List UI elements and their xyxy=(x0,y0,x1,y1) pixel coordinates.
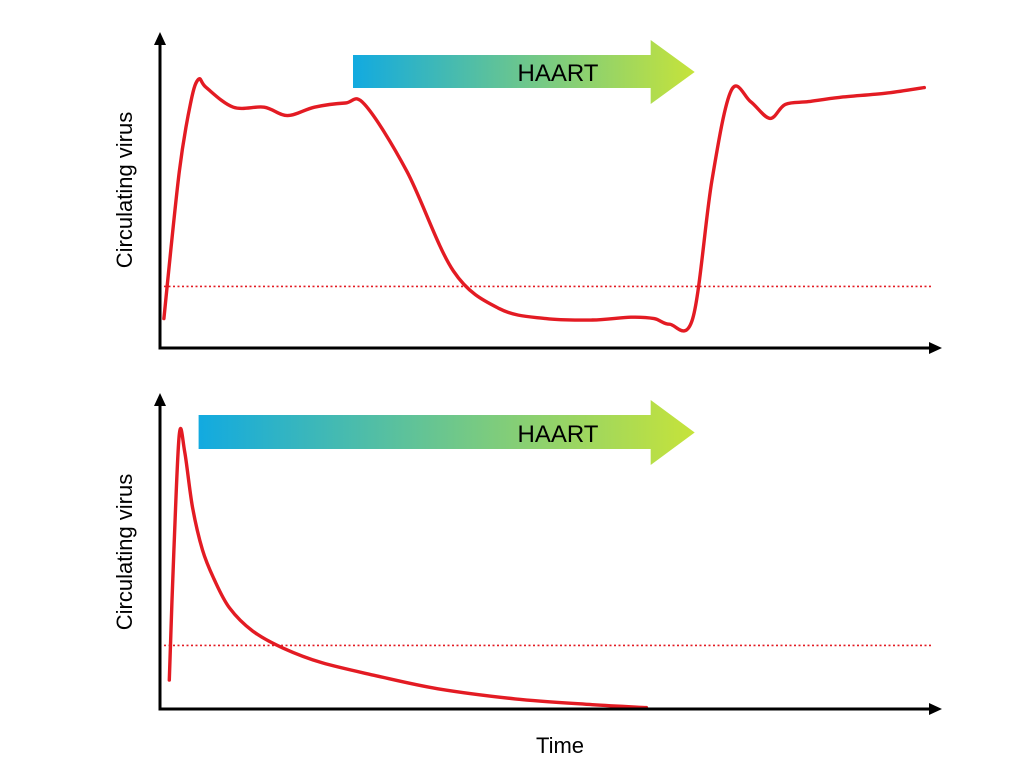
y-axis-label: Circulating virus xyxy=(112,474,137,631)
haart-arrow-label: HAART xyxy=(518,60,599,87)
haart-arrow xyxy=(353,40,695,104)
virus-load-line xyxy=(162,77,926,333)
y-axis-arrowhead xyxy=(154,32,166,45)
x-axis-arrowhead xyxy=(929,703,942,715)
x-axis-label: Time xyxy=(536,733,584,758)
virus-load-line xyxy=(167,426,649,710)
y-axis-label: Circulating virus xyxy=(112,112,137,269)
haart-arrow-label: HAART xyxy=(518,421,599,448)
chart-panel-bottom: HAART Circulating virus Time xyxy=(112,393,942,758)
haart-arrow xyxy=(198,400,695,465)
x-axis-arrowhead xyxy=(929,342,942,354)
y-axis-arrowhead xyxy=(154,393,166,406)
chart-panel-top: HAART Circulating virus xyxy=(112,32,942,354)
